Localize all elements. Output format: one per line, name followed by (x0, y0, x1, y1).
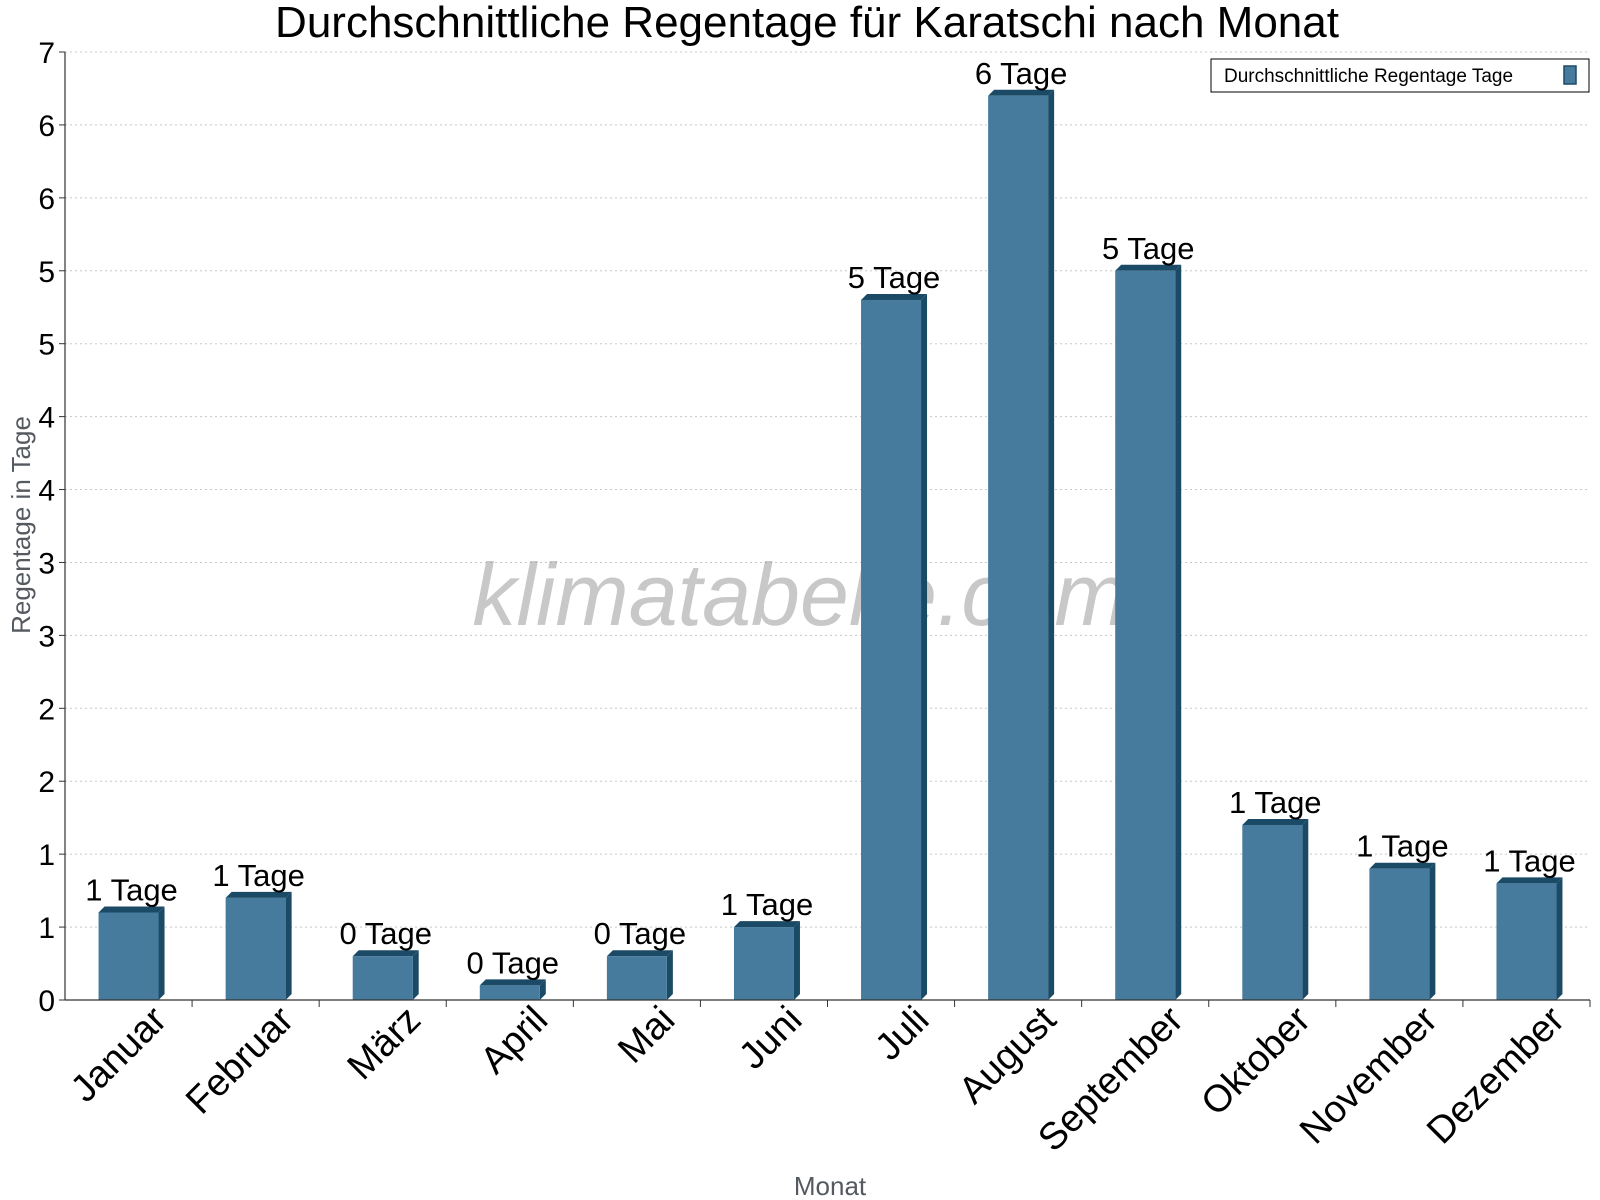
x-axis-title: Monat (794, 1171, 867, 1200)
data-label: 5 Tage (848, 260, 941, 295)
bar-face (733, 927, 794, 1000)
y-tick-label: 5 (38, 256, 55, 289)
bar-top (988, 89, 1055, 96)
bar-top (606, 950, 673, 957)
data-label: 0 Tage (467, 945, 560, 980)
bar (479, 979, 546, 1000)
x-tick-label: Oktober (1193, 998, 1319, 1124)
bar-top (1242, 818, 1309, 825)
y-tick-label: 2 (38, 766, 55, 799)
data-label: 6 Tage (975, 56, 1068, 91)
x-tick-label: November (1292, 998, 1446, 1152)
data-labels: 1 Tage 1 Tage 0 Tage 0 Tage 0 Tage 1 Tage 5 Ta… (85, 56, 1575, 981)
bar-side (412, 950, 419, 1000)
bar-side (285, 891, 292, 1000)
grid-lines (65, 51, 1590, 928)
bar-top (1369, 862, 1436, 869)
y-tick-label: 1 (38, 912, 55, 945)
bar-face (1369, 868, 1430, 1000)
bar-side (1556, 877, 1563, 1000)
x-tick-label: Mai (610, 999, 683, 1072)
bar (1496, 877, 1563, 1000)
bar (606, 950, 673, 1000)
x-tick-label: April (473, 999, 556, 1082)
data-label: 1 Tage (721, 887, 814, 922)
bar (1242, 818, 1309, 1000)
bar-top (225, 891, 292, 898)
y-tick-label: 0 (38, 985, 55, 1018)
y-tick-label: 6 (38, 183, 55, 216)
x-axis-ticks: Januar Februar März April Mai Juni Juli AugustS… (63, 998, 1591, 1160)
y-tick-label: 3 (38, 620, 55, 653)
x-tick-label: Dezember (1419, 998, 1573, 1152)
bar (861, 293, 928, 1000)
bar-side (1048, 89, 1055, 1000)
bar-face (606, 956, 667, 1000)
bar-side (1302, 818, 1309, 1000)
data-label: 1 Tage (212, 858, 305, 893)
y-axis-ticks: 0 1 1 2 2 3 3 4 4 5 5 6 6 7 (38, 37, 65, 1018)
bar-top (733, 921, 800, 928)
bar-face (352, 956, 413, 1000)
data-label: 1 Tage (1229, 785, 1322, 820)
bar-series (98, 89, 1563, 1000)
bar (988, 89, 1055, 1000)
x-tick-label: Juli (867, 999, 937, 1069)
legend-label: Durchschnittliche Regentage Tage (1224, 66, 1513, 87)
bar-face (988, 95, 1049, 1000)
x-tick-label: März (340, 999, 429, 1088)
legend-swatch (1563, 65, 1577, 85)
bar (1115, 264, 1182, 1000)
legend-box (1210, 58, 1590, 93)
bar-face (479, 985, 540, 1000)
bar-face (98, 912, 159, 1000)
y-tick-label: 1 (38, 839, 55, 872)
data-label: 0 Tage (594, 916, 687, 951)
data-label: 1 Tage (85, 872, 178, 907)
bar-side (793, 921, 800, 1000)
bar-top (1496, 877, 1563, 884)
x-tick-label: Januar (63, 998, 175, 1110)
y-tick-label: 3 (38, 547, 55, 580)
y-tick-label: 4 (38, 475, 55, 508)
bar-face (225, 897, 286, 1000)
x-tick-label: Februar (178, 998, 302, 1122)
bar (352, 950, 419, 1000)
bar (98, 906, 165, 1000)
y-tick-label: 5 (38, 329, 55, 362)
chart-title: Durchschnittliche Regentage für Karatsch… (275, 0, 1339, 47)
bar-side (666, 950, 673, 1000)
bar-face (1115, 270, 1176, 1000)
x-tick-label: Juni (731, 999, 810, 1078)
bar-top (861, 293, 928, 300)
bar-side (1175, 264, 1182, 1000)
data-label: 1 Tage (1356, 829, 1449, 864)
y-tick-label: 7 (38, 37, 55, 70)
y-tick-label: 2 (38, 693, 55, 726)
y-tick-label: 4 (38, 402, 55, 435)
bar (733, 921, 800, 1000)
bar-side (921, 293, 928, 1000)
bar-top (98, 906, 165, 913)
data-label: 1 Tage (1483, 843, 1576, 878)
bar-face (1242, 824, 1303, 1000)
legend: Durchschnittliche Regentage Tage (1210, 58, 1590, 93)
bar-top (479, 979, 546, 986)
bar-face (1496, 883, 1557, 1000)
bar (1369, 862, 1436, 1000)
data-label: 5 Tage (1102, 231, 1195, 266)
bar-top (352, 950, 419, 957)
x-tick-label: August (951, 998, 1065, 1112)
bar-face (861, 299, 922, 1000)
bar-side (539, 979, 546, 1000)
y-tick-label: 6 (38, 110, 55, 143)
bar-side (158, 906, 165, 1000)
bar-top (1115, 264, 1182, 271)
y-axis-title: Regentage in Tage (6, 416, 36, 634)
data-label: 0 Tage (339, 916, 432, 951)
bar-side (1429, 862, 1436, 1000)
bar (225, 891, 292, 1000)
